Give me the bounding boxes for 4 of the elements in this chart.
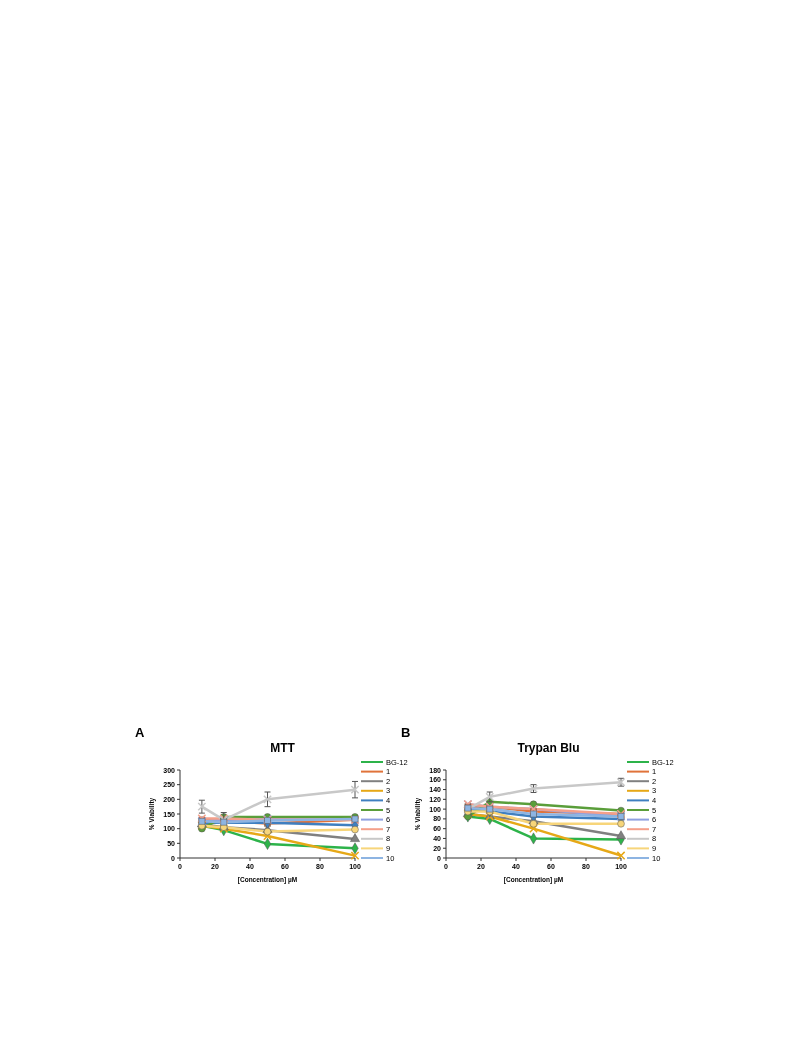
text: B	[401, 725, 411, 740]
chart-title: Trypan Blu	[517, 741, 580, 755]
chart-title: MTT	[270, 741, 296, 755]
text: A	[135, 725, 145, 740]
